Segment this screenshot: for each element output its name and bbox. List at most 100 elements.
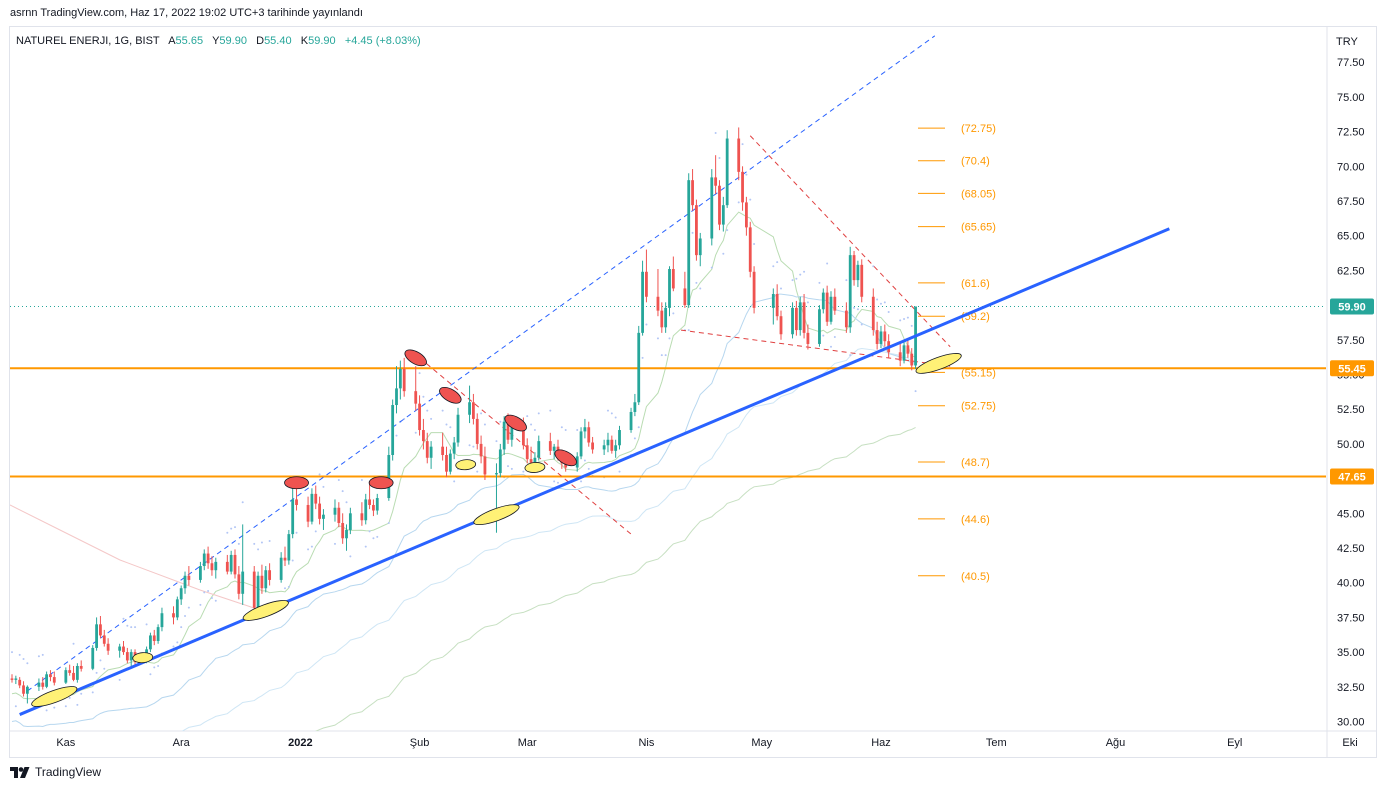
candle-body[interactable]: [606, 439, 610, 446]
candle-body[interactable]: [521, 424, 525, 446]
candle-body[interactable]: [414, 391, 418, 404]
candle-body[interactable]: [698, 238, 702, 256]
candle-body[interactable]: [771, 293, 775, 308]
candle-body[interactable]: [314, 493, 318, 504]
candle-body[interactable]: [495, 473, 498, 475]
candle-body[interactable]: [310, 493, 314, 522]
support-marker-ellipse[interactable]: [455, 459, 477, 471]
candle-body[interactable]: [233, 554, 237, 575]
candle-body[interactable]: [106, 643, 110, 651]
support-marker-ellipse[interactable]: [30, 683, 79, 711]
candle-body[interactable]: [668, 269, 671, 308]
candle-body[interactable]: [806, 332, 810, 344]
candle-body[interactable]: [687, 180, 691, 306]
candle-body[interactable]: [794, 307, 798, 331]
candle-body[interactable]: [737, 138, 741, 172]
candle-body[interactable]: [710, 177, 714, 239]
candle-body[interactable]: [318, 503, 321, 519]
candle-body[interactable]: [129, 652, 133, 661]
candle-body[interactable]: [829, 296, 833, 322]
candle-body[interactable]: [714, 177, 718, 186]
candle-body[interactable]: [479, 443, 483, 457]
candle-body[interactable]: [429, 446, 433, 458]
candle-body[interactable]: [322, 514, 325, 519]
resistance-marker-ellipse[interactable]: [552, 447, 579, 469]
candle-body[interactable]: [879, 331, 883, 344]
candle-body[interactable]: [425, 441, 429, 458]
candle-body[interactable]: [18, 679, 22, 686]
candle-body[interactable]: [364, 499, 368, 521]
candle-body[interactable]: [72, 672, 75, 680]
candle-body[interactable]: [583, 427, 587, 432]
candle-body[interactable]: [821, 292, 825, 310]
candle-body[interactable]: [375, 498, 379, 511]
candle-body[interactable]: [798, 302, 802, 331]
candle-body[interactable]: [860, 264, 864, 297]
candle-body[interactable]: [149, 635, 152, 650]
resistance-marker-ellipse[interactable]: [502, 412, 529, 434]
candle-body[interactable]: [64, 670, 68, 683]
candle-body[interactable]: [510, 424, 514, 440]
candle-body[interactable]: [591, 442, 594, 450]
candle-body[interactable]: [725, 138, 729, 206]
chart-frame[interactable]: [9, 26, 1377, 758]
candle-body[interactable]: [152, 635, 156, 641]
candle-body[interactable]: [237, 574, 241, 594]
candle-body[interactable]: [287, 534, 291, 561]
support-marker-ellipse[interactable]: [472, 501, 521, 529]
candle-body[interactable]: [102, 635, 106, 644]
candle-body[interactable]: [172, 613, 175, 618]
candle-body[interactable]: [525, 445, 529, 460]
candle-body[interactable]: [656, 296, 660, 311]
candle-body[interactable]: [279, 557, 283, 580]
candle-body[interactable]: [910, 353, 914, 366]
support-marker-ellipse[interactable]: [132, 652, 154, 664]
candle-body[interactable]: [241, 571, 245, 594]
candle-body[interactable]: [579, 431, 583, 457]
channel-upper-trendline[interactable]: [27, 35, 936, 692]
candle-body[interactable]: [483, 456, 487, 475]
candle-body[interactable]: [252, 571, 256, 608]
candle-body[interactable]: [387, 455, 391, 499]
candle-body[interactable]: [833, 296, 837, 311]
candle-body[interactable]: [95, 624, 98, 648]
candle-body[interactable]: [856, 264, 860, 281]
candle-body[interactable]: [695, 205, 698, 256]
candle-body[interactable]: [825, 292, 829, 322]
candle-body[interactable]: [291, 499, 295, 535]
candle-body[interactable]: [848, 255, 852, 328]
candle-body[interactable]: [472, 402, 475, 419]
candle-body[interactable]: [260, 575, 264, 589]
candle-body[interactable]: [264, 570, 268, 589]
candle-body[interactable]: [75, 665, 79, 680]
candle-body[interactable]: [37, 682, 41, 687]
candle-body[interactable]: [721, 205, 725, 225]
candle-body[interactable]: [445, 455, 448, 472]
candle-body[interactable]: [618, 430, 621, 446]
candle-body[interactable]: [718, 185, 721, 225]
candle-body[interactable]: [448, 453, 452, 472]
candle-body[interactable]: [225, 561, 229, 572]
candle-body[interactable]: [671, 269, 675, 289]
candle-body[interactable]: [25, 686, 29, 694]
candle-body[interactable]: [791, 307, 794, 335]
candle-body[interactable]: [691, 180, 694, 206]
candle-body[interactable]: [533, 457, 537, 467]
candle-body[interactable]: [475, 418, 479, 444]
candle-body[interactable]: [744, 202, 748, 228]
candle-body[interactable]: [295, 499, 298, 505]
resistance-marker-ellipse[interactable]: [284, 476, 309, 490]
candle-body[interactable]: [49, 674, 52, 678]
candle-body[interactable]: [268, 570, 272, 580]
candle-body[interactable]: [641, 271, 644, 333]
candle-body[interactable]: [41, 682, 45, 687]
candle-body[interactable]: [748, 227, 752, 272]
candle-body[interactable]: [202, 553, 206, 567]
candle-body[interactable]: [506, 421, 510, 440]
candle-body[interactable]: [175, 599, 179, 618]
candle-body[interactable]: [633, 402, 637, 412]
candle-body[interactable]: [802, 302, 806, 333]
candle-body[interactable]: [79, 665, 83, 669]
candle-body[interactable]: [875, 330, 879, 344]
candle-body[interactable]: [614, 445, 618, 451]
